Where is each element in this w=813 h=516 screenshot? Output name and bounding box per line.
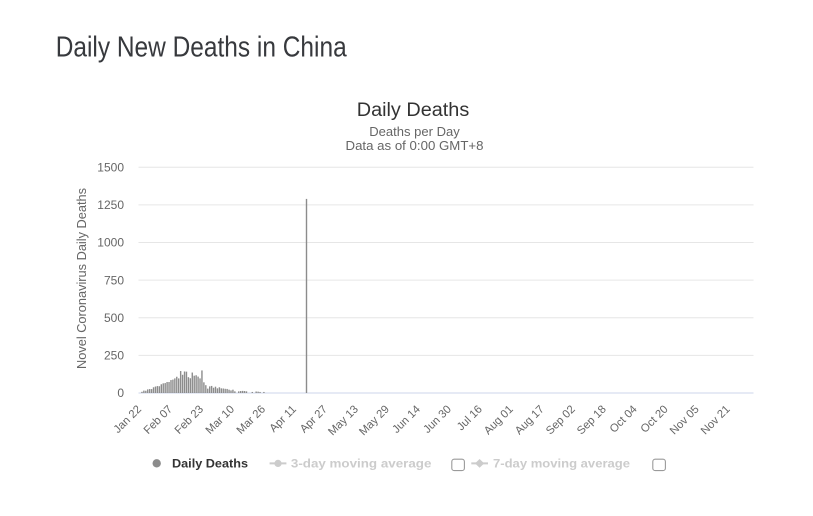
svg-text:500: 500 — [104, 311, 124, 325]
svg-text:0: 0 — [117, 386, 124, 400]
svg-text:750: 750 — [104, 273, 124, 287]
svg-text:1000: 1000 — [97, 236, 124, 250]
svg-text:Daily Deaths: Daily Deaths — [172, 457, 248, 471]
svg-text:Daily New Deaths in China: Daily New Deaths in China — [56, 31, 347, 63]
svg-text:1250: 1250 — [97, 198, 124, 212]
svg-text:Deaths per Day: Deaths per Day — [369, 124, 460, 139]
svg-text:Daily Deaths: Daily Deaths — [357, 100, 470, 121]
svg-text:3-day moving average: 3-day moving average — [291, 457, 432, 471]
svg-text:Novel Coronavirus Daily Deaths: Novel Coronavirus Daily Deaths — [75, 188, 89, 369]
svg-text:Data as of 0:00 GMT+8: Data as of 0:00 GMT+8 — [346, 138, 484, 153]
svg-text:7-day moving average: 7-day moving average — [493, 457, 630, 471]
svg-text:1500: 1500 — [97, 161, 124, 175]
svg-text:250: 250 — [104, 349, 124, 363]
